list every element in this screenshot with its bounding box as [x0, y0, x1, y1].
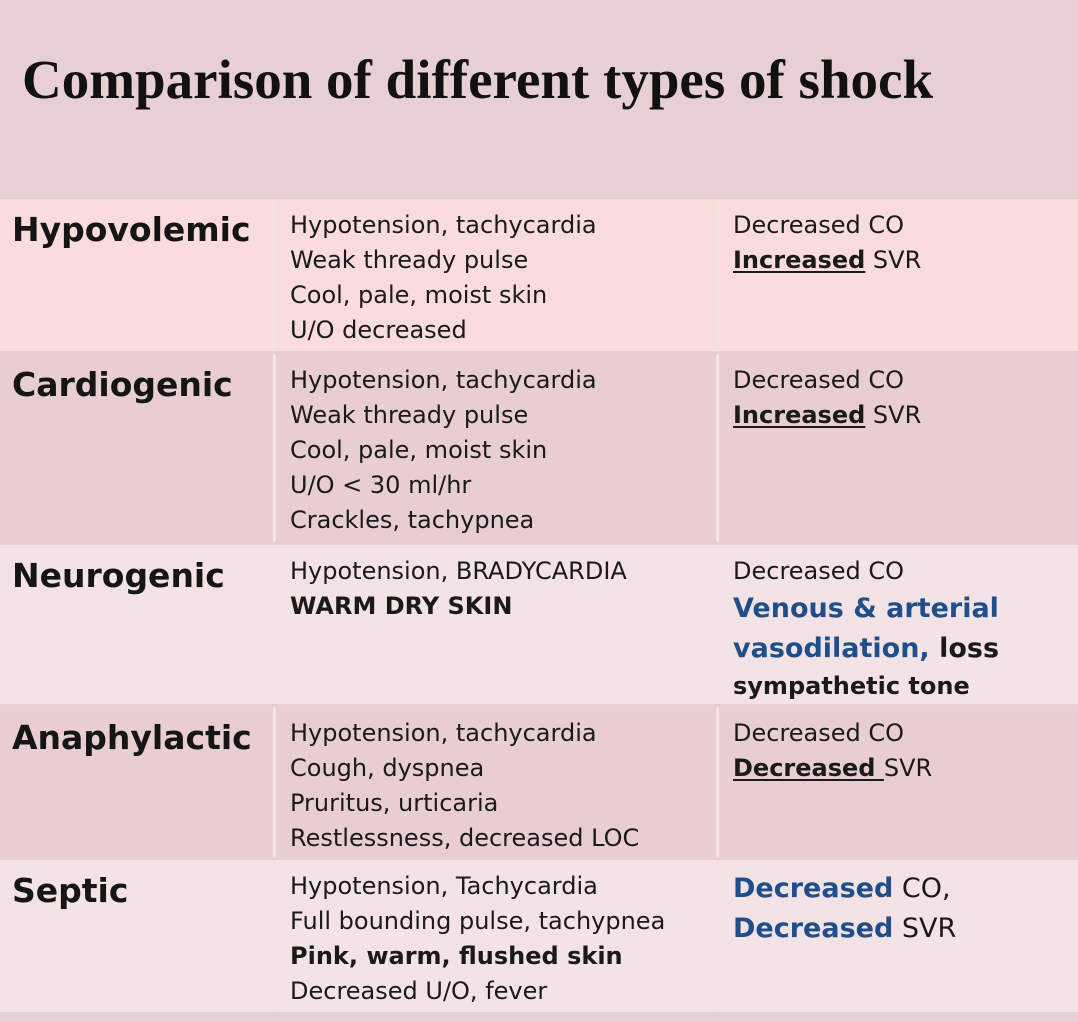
shock-type: Neurogenic	[12, 556, 225, 595]
sign-line: Hypotension, Tachycardia	[290, 872, 598, 900]
hemodynamics-cell: Decreased CO Increased SVR	[716, 199, 1078, 351]
shock-type: Anaphylactic	[12, 718, 252, 757]
table-row-septic: Septic Hypotension, Tachycardia Full bou…	[0, 860, 1078, 1012]
shock-type: Septic	[12, 871, 129, 910]
co-label: CO,	[893, 873, 951, 904]
sign-line: Crackles, tachypnea	[290, 506, 535, 534]
loss-word: loss	[929, 633, 1000, 664]
svr-qualifier: Decreased	[733, 913, 894, 944]
sign-line: Pink, warm, flushed skin	[290, 942, 623, 970]
sign-line: Pruritus, urticaria	[290, 789, 499, 817]
signs-cell: Hypotension, Tachycardia Full bounding p…	[273, 860, 716, 1012]
co-qualifier: Decreased	[733, 873, 894, 904]
vasodilation-word: vasodilation,	[733, 633, 930, 664]
sign-line: Restlessness, decreased LOC	[290, 824, 640, 852]
svr-value: Increased SVR	[733, 398, 1078, 433]
vasodilation-text: vasodilation, loss	[733, 629, 1078, 669]
sign-line: Cool, pale, moist skin	[290, 436, 548, 464]
shock-type: Hypovolemic	[12, 210, 251, 249]
signs-cell: Hypotension, BRADYCARDIA WARM DRY SKIN	[273, 545, 716, 704]
svr-qualifier: Increased	[733, 246, 866, 274]
sign-line: Cough, dyspnea	[290, 754, 485, 782]
hemodynamics-cell: Decreased CO Decreased SVR	[716, 707, 1078, 857]
sign-line: Hypotension, tachycardia	[290, 366, 597, 394]
sign-line: Decreased U/O, fever	[290, 977, 548, 1005]
svr-label: SVR	[865, 401, 922, 429]
sign-line: WARM DRY SKIN	[290, 592, 513, 620]
sign-line: Weak thready pulse	[290, 246, 529, 274]
co-value: Decreased CO	[733, 366, 905, 394]
co-value: Decreased CO	[733, 719, 905, 747]
signs-cell: Hypotension, tachycardia Weak thready pu…	[273, 199, 716, 351]
sign-line: U/O decreased	[290, 316, 467, 344]
co-value: Decreased CO,	[733, 869, 1078, 909]
table-row-anaphylactic: Anaphylactic Hypotension, tachycardia Co…	[0, 707, 1078, 857]
svr-value: Decreased SVR	[733, 751, 1078, 786]
sign-line: Hypotension, tachycardia	[290, 719, 597, 747]
svr-value: Decreased SVR	[733, 909, 1078, 949]
signs-cell: Hypotension, tachycardia Weak thready pu…	[273, 354, 716, 542]
sign-line: Weak thready pulse	[290, 401, 529, 429]
co-value: Decreased CO	[733, 211, 905, 239]
svr-label: SVR	[865, 246, 922, 274]
sign-line: Hypotension, BRADYCARDIA	[290, 557, 627, 585]
hemodynamics-cell: Decreased CO Increased SVR	[716, 354, 1078, 542]
shock-type: Cardiogenic	[12, 365, 233, 404]
sign-line: Cool, pale, moist skin	[290, 281, 548, 309]
table-row-hypovolemic: Hypovolemic Hypotension, tachycardia Wea…	[0, 199, 1078, 351]
svr-value: Increased SVR	[733, 243, 1078, 278]
svr-label: SVR	[883, 754, 933, 782]
table-row-neurogenic: Neurogenic Hypotension, BRADYCARDIA WARM…	[0, 545, 1078, 704]
signs-cell: Hypotension, tachycardia Cough, dyspnea …	[273, 707, 716, 857]
sign-line: Full bounding pulse, tachypnea	[290, 907, 666, 935]
hemodynamics-cell: Decreased CO Venous & arterial vasodilat…	[716, 545, 1078, 704]
page-title: Comparison of different types of shock	[22, 49, 934, 110]
co-value: Decreased CO	[733, 557, 905, 585]
svr-qualifier: Increased	[733, 401, 866, 429]
svr-qualifier: Decreased	[733, 754, 884, 782]
hemodynamics-cell: Decreased CO, Decreased SVR	[716, 860, 1078, 1012]
sympathetic-tone-text: sympathetic tone	[733, 672, 970, 700]
sign-line: Hypotension, tachycardia	[290, 211, 597, 239]
sign-line: U/O < 30 ml/hr	[290, 471, 472, 499]
table-row-cardiogenic: Cardiogenic Hypotension, tachycardia Wea…	[0, 354, 1078, 542]
svr-label: SVR	[893, 913, 957, 944]
shock-comparison-table: Hypovolemic Hypotension, tachycardia Wea…	[0, 196, 1078, 1015]
vasodilation-text: Venous & arterial	[733, 593, 999, 624]
